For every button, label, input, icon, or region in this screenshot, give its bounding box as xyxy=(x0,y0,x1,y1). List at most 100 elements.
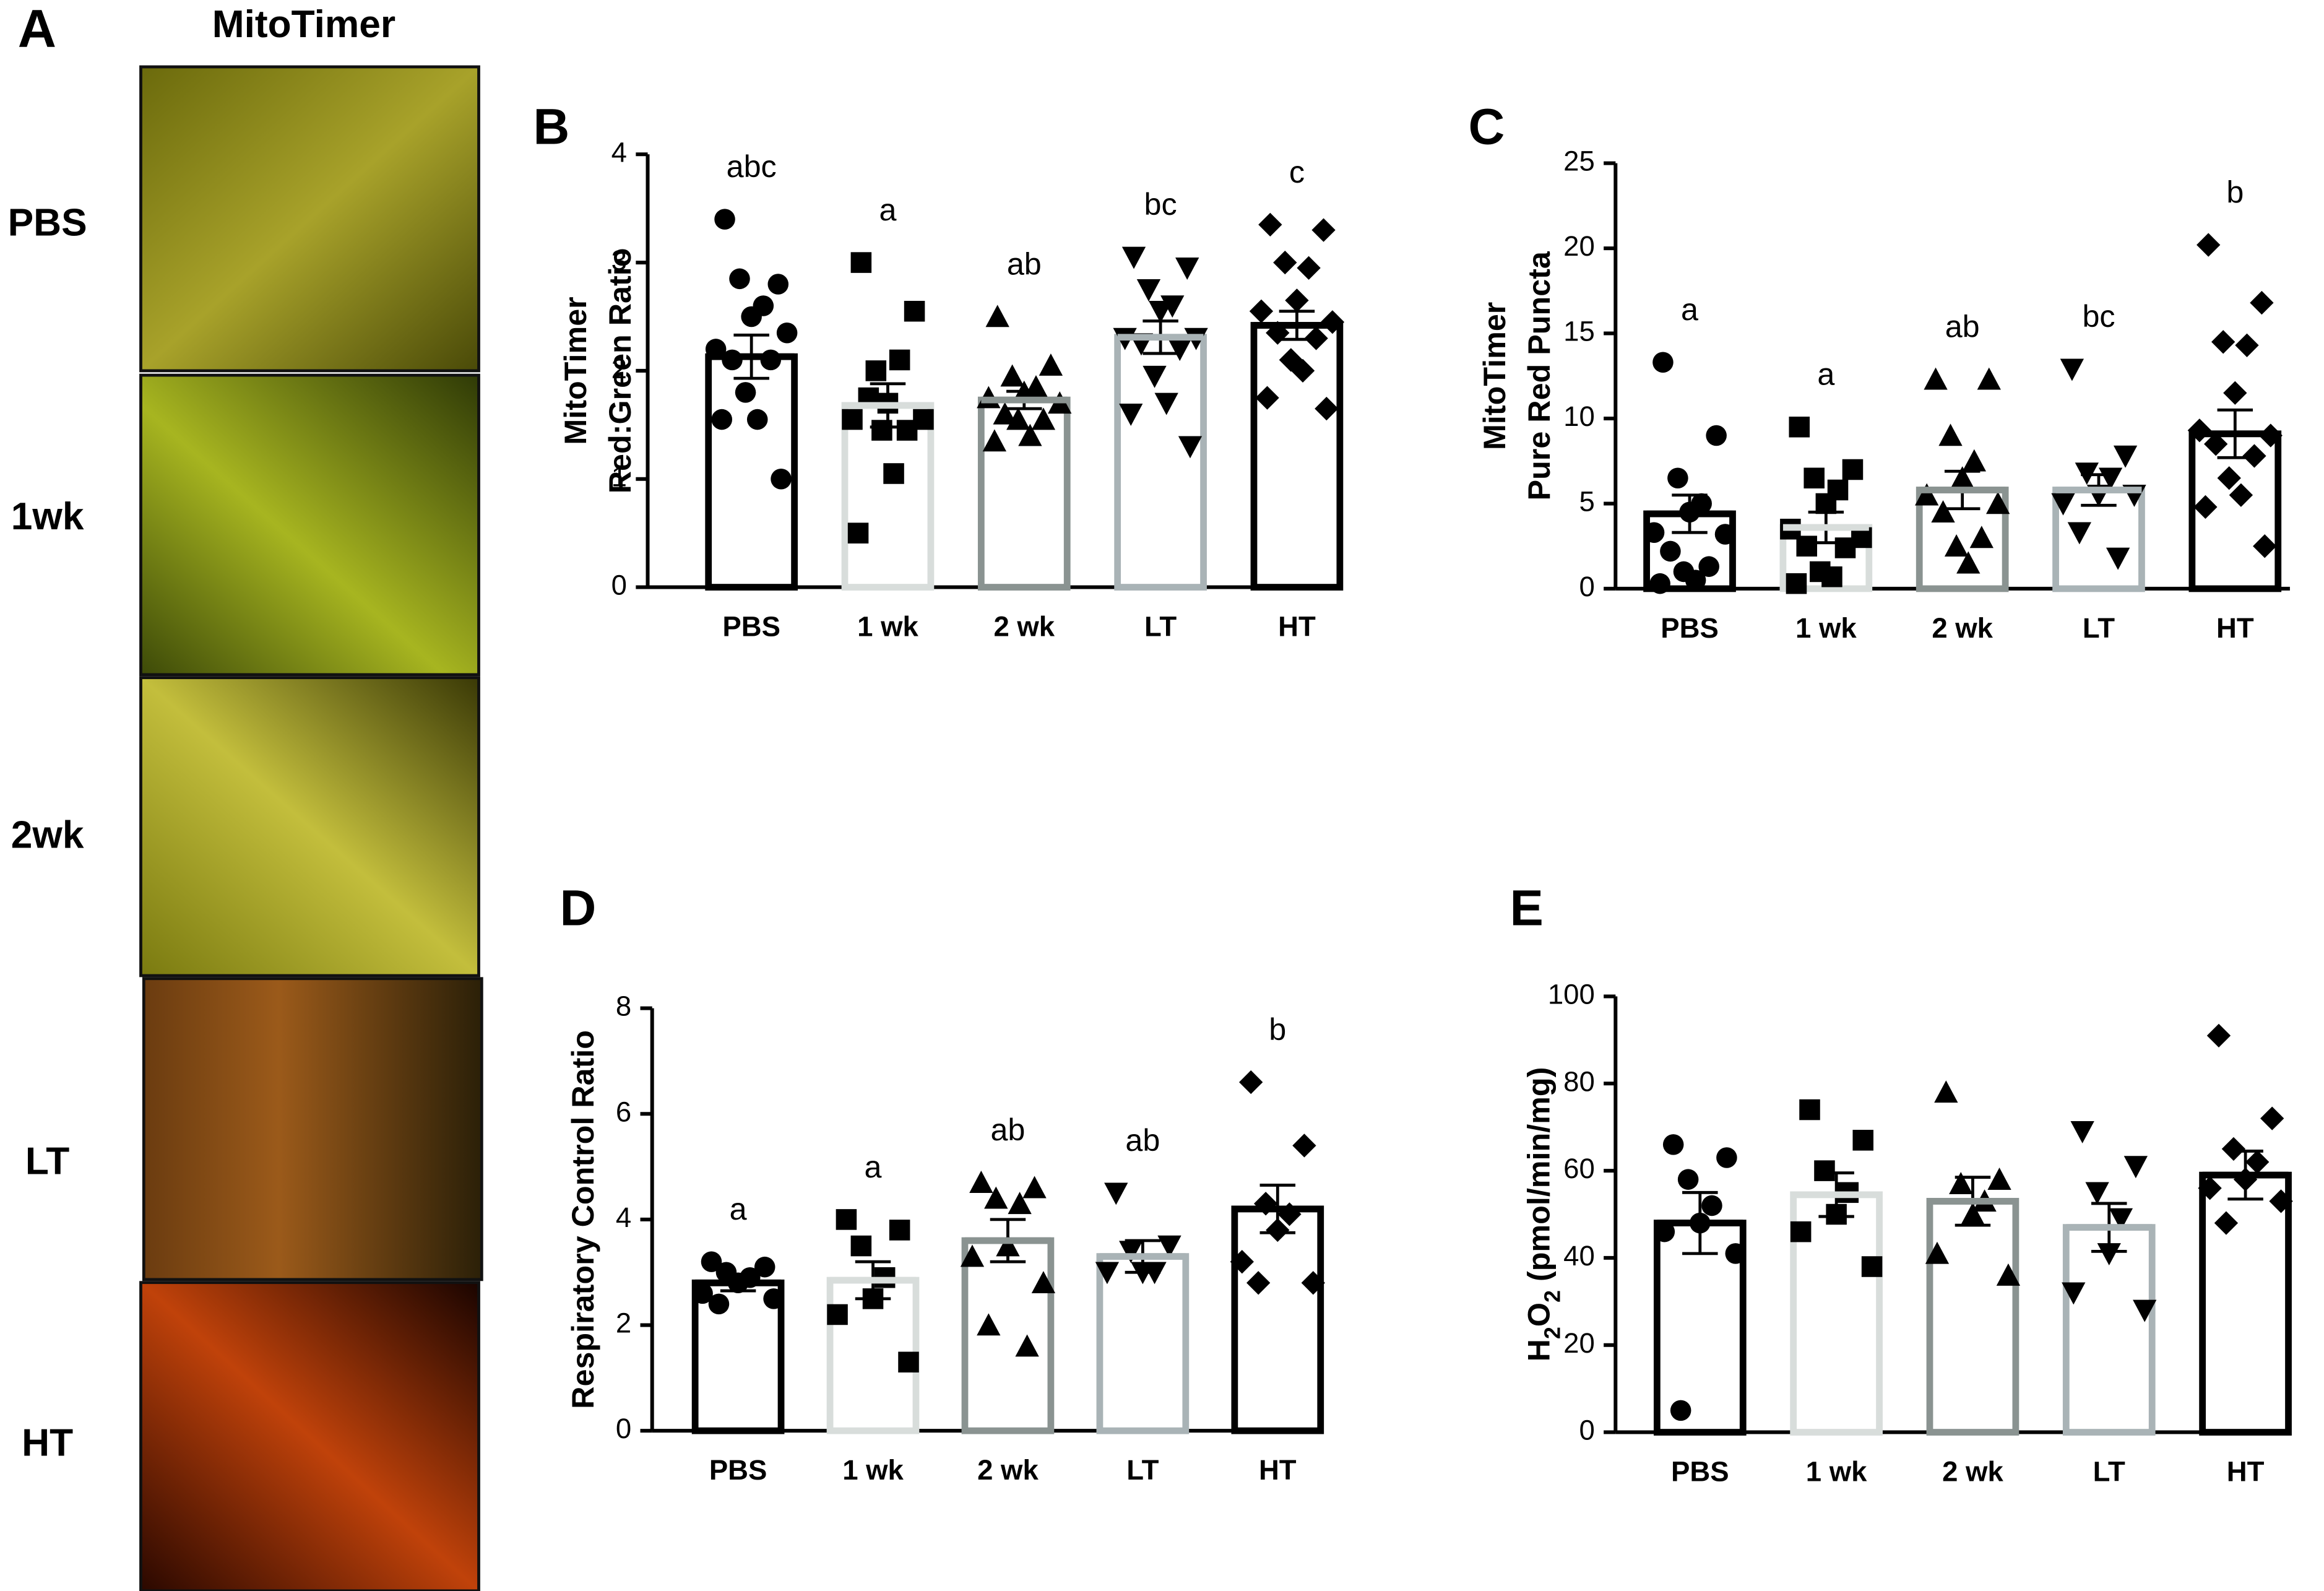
data-point xyxy=(1246,1271,1271,1295)
data-point xyxy=(1938,423,1963,446)
y-tick-label: 0 xyxy=(616,1413,631,1444)
y-tick-label: 60 xyxy=(1563,1153,1595,1184)
y-tick-label: 100 xyxy=(1548,979,1595,1010)
data-point xyxy=(1698,556,1719,577)
data-point xyxy=(2229,483,2253,507)
data-point xyxy=(2260,1106,2284,1130)
x-tick-label: PBS xyxy=(1661,612,1719,644)
panel-label: C xyxy=(1469,98,1505,155)
panel-label: A xyxy=(18,0,56,59)
data-point xyxy=(2253,534,2277,558)
y-tick-label: 15 xyxy=(1563,316,1595,347)
data-point xyxy=(1119,404,1143,426)
y-axis-label: Respiratory Control Ratio xyxy=(565,1030,600,1409)
y-axis-label-part: 2 xyxy=(1540,1290,1565,1303)
data-point xyxy=(898,1351,919,1373)
bar xyxy=(2199,1171,2292,1436)
data-point xyxy=(2250,290,2274,315)
significance-letter: a xyxy=(1681,292,1698,327)
panel-label: D xyxy=(560,880,597,937)
significance-letter: ab xyxy=(1125,1122,1160,1158)
data-point xyxy=(2062,1282,2086,1305)
data-point xyxy=(1706,425,1727,446)
data-point xyxy=(1685,570,1706,591)
x-tick-label: LT xyxy=(2093,1456,2125,1488)
panel-title: MitoTimer xyxy=(212,3,395,46)
data-point xyxy=(850,1235,872,1257)
y-axis-label-part: O xyxy=(1521,1303,1557,1327)
bar xyxy=(1096,1253,1190,1434)
y-axis-label-part: 2 xyxy=(1540,1327,1565,1339)
row-label: PBS xyxy=(8,202,87,245)
micrograph xyxy=(139,373,480,677)
y-tick-label: 0 xyxy=(1579,1415,1594,1446)
y-tick-label: 4 xyxy=(616,1202,631,1233)
data-point xyxy=(763,1288,784,1309)
y-axis-label-part: H xyxy=(1521,1339,1557,1361)
significance-letter: ab xyxy=(990,1112,1025,1147)
micrograph xyxy=(139,676,480,978)
data-point xyxy=(1031,1271,1056,1294)
data-point xyxy=(847,522,869,544)
micrograph xyxy=(139,65,480,373)
data-point xyxy=(2060,358,2084,381)
data-point xyxy=(714,209,735,230)
x-tick-label: HT xyxy=(1278,611,1316,643)
data-point xyxy=(1654,1221,1675,1242)
data-point xyxy=(896,420,918,441)
data-point xyxy=(1297,256,1321,280)
x-tick-label: PBS xyxy=(709,1454,767,1486)
data-point xyxy=(1660,540,1681,562)
data-point xyxy=(2217,466,2241,490)
data-point xyxy=(1790,1221,1812,1242)
data-point xyxy=(735,382,756,403)
data-point xyxy=(1834,537,1856,558)
data-point xyxy=(1814,1160,1835,1181)
data-point xyxy=(2269,1189,2293,1213)
data-point xyxy=(1178,436,1203,459)
data-point xyxy=(2051,493,2075,516)
data-point xyxy=(1095,1262,1120,1285)
data-point xyxy=(2245,1150,2270,1174)
data-point xyxy=(2106,547,2130,570)
data-point xyxy=(1652,352,1674,373)
significance-letter: bc xyxy=(2082,298,2115,334)
data-point xyxy=(2193,495,2218,519)
data-point xyxy=(2097,1243,2121,1266)
data-point xyxy=(1239,1070,1263,1095)
data-point xyxy=(904,300,925,322)
y-tick-label: 20 xyxy=(1563,1327,1595,1359)
data-point xyxy=(2214,1211,2239,1235)
bar xyxy=(961,1237,1055,1434)
data-point xyxy=(1799,1099,1820,1121)
x-tick-label: 1 wk xyxy=(1806,1456,1867,1488)
data-point xyxy=(767,274,789,295)
data-point xyxy=(2206,1023,2231,1048)
y-axis-label: Red:Green Ratio xyxy=(602,248,637,494)
panel-label: B xyxy=(533,98,569,155)
x-tick-label: HT xyxy=(1259,1454,1297,1486)
data-point xyxy=(2221,1137,2246,1161)
data-point xyxy=(2123,1156,2148,1179)
data-point xyxy=(1677,1169,1699,1190)
y-tick-label: 25 xyxy=(1563,145,1595,177)
data-point xyxy=(1285,288,1309,313)
data-point xyxy=(850,252,872,273)
data-point xyxy=(984,1186,1008,1209)
data-point xyxy=(985,305,1009,327)
y-tick-label: 8 xyxy=(616,991,631,1022)
data-point xyxy=(2242,444,2266,468)
data-point xyxy=(1018,423,1042,446)
data-point xyxy=(1949,1172,1973,1195)
y-tick-label: 6 xyxy=(616,1096,631,1127)
significance-letter: a xyxy=(865,1149,882,1184)
x-tick-label: LT xyxy=(2083,612,2115,644)
data-point xyxy=(1148,300,1173,323)
micrograph xyxy=(142,977,483,1281)
data-point xyxy=(2223,381,2247,405)
data-point xyxy=(1934,1080,1958,1103)
x-tick-label: LT xyxy=(1144,611,1177,643)
y-tick-label: 1 xyxy=(611,461,627,493)
